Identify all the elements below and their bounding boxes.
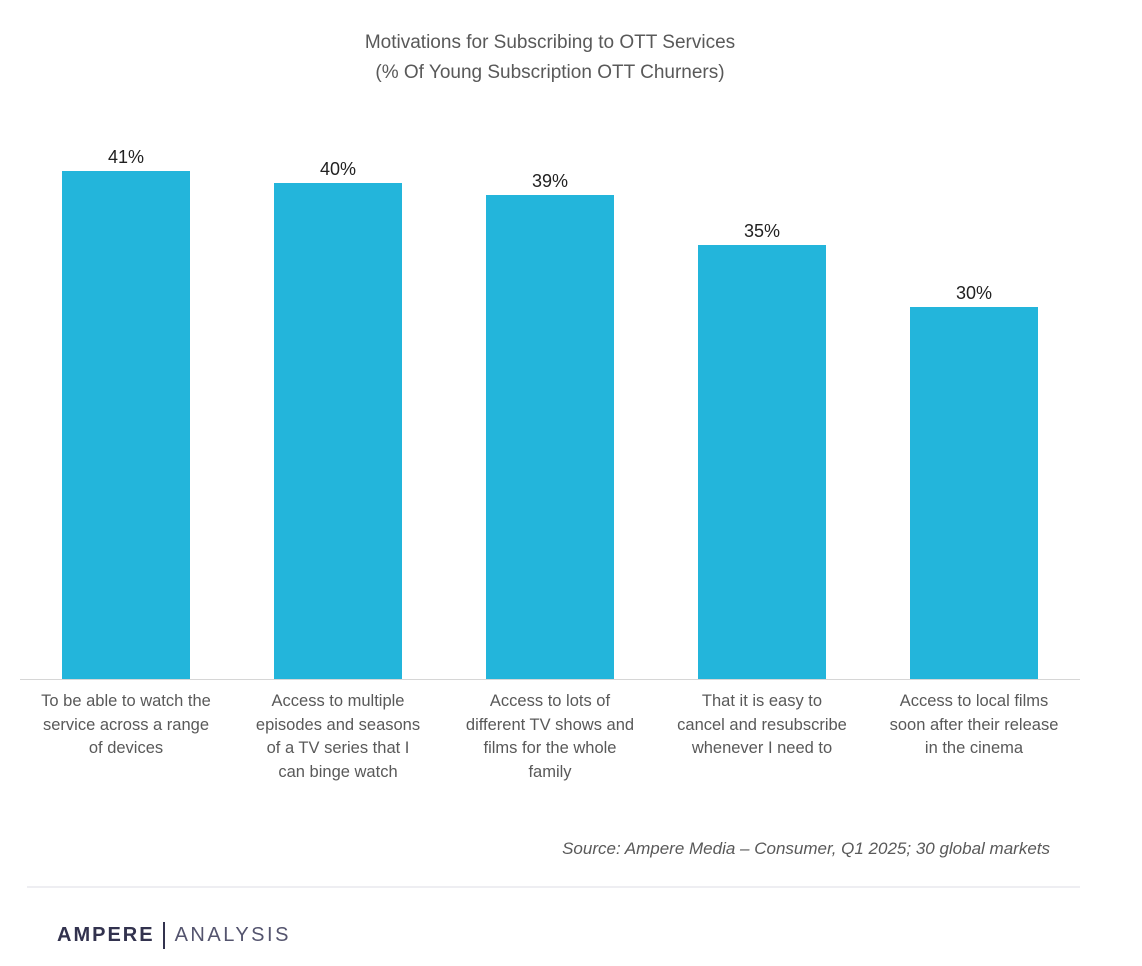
source-note: Source: Ampere Media – Consumer, Q1 2025… [562,839,1050,858]
bar-slot: 30% [868,282,1080,679]
bar [486,195,614,679]
category-label: That it is easy to cancel and resubscrib… [677,692,847,757]
category-label: Access to lots of different TV shows and… [465,692,635,781]
chart-title-line1: Motivations for Subscribing to OTT Servi… [364,32,736,53]
bar-slot: 41% [20,146,232,679]
bar [62,170,190,679]
brand-secondary-text: ANALYSIS [174,924,291,946]
bar-value-label: 30% [955,283,993,303]
bar-slot: 39% [444,170,656,679]
bar-slot: 40% [232,158,444,679]
category-label: To be able to watch the service across a… [41,692,211,757]
bar-value-label: 39% [531,171,569,192]
bar-value-label: 40% [319,159,357,179]
bar [698,245,826,679]
footer-divider [27,886,1080,888]
plot-area: 41% 40% 39% 35% 30% [20,118,1080,680]
category-label: Access to multiple episodes and seasons … [255,692,421,781]
brand-separator [162,922,165,949]
bar-value-label: 35% [743,221,781,241]
bar-value-label: 41% [107,146,145,167]
chart-title: Motivations for Subscribing to OTT Servi… [20,28,1080,88]
bar-slot: 35% [656,220,868,679]
chart-title-line2: (% Of Young Subscription OTT Churners) [375,62,725,83]
bar [274,183,402,679]
chart-container: Motivations for Subscribing to OTT Servi… [20,28,1080,949]
category-label: Access to local films soon after their r… [889,692,1059,757]
category-axis: To be able to watch the service across a… [20,680,1080,784]
ampere-analysis-logo: AMPERE ANALYSIS [57,922,1080,949]
brand-primary-text: AMPERE [57,924,155,946]
bar [910,307,1038,679]
